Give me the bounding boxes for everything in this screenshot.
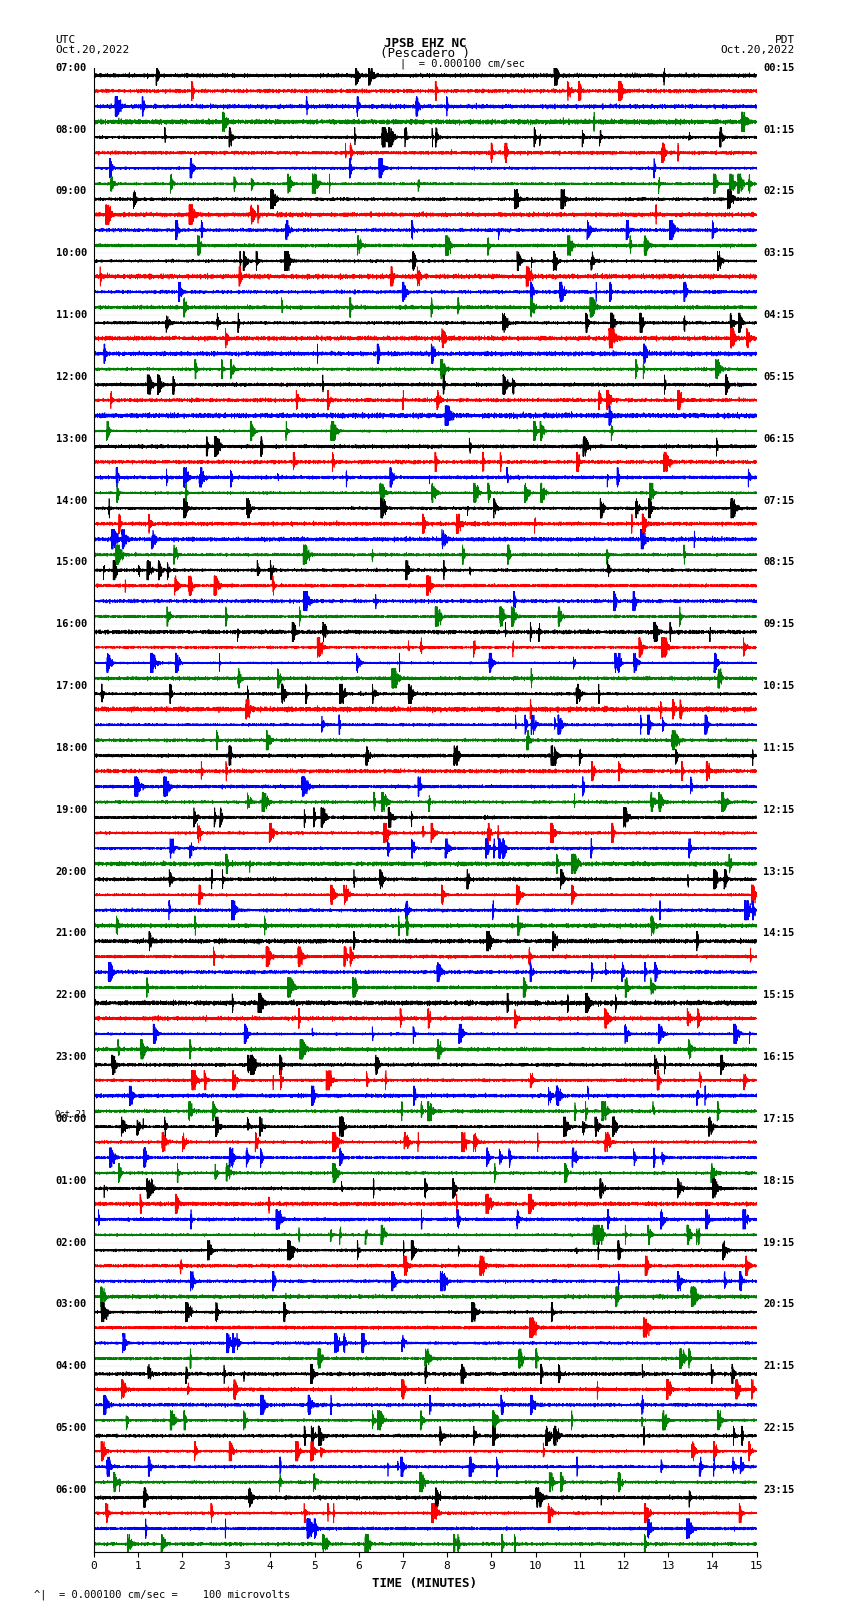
- Text: 10:00: 10:00: [55, 248, 87, 258]
- Text: 18:00: 18:00: [55, 744, 87, 753]
- Text: Oct.21: Oct.21: [54, 1110, 87, 1119]
- Text: 00:15: 00:15: [763, 63, 795, 73]
- Text: 16:15: 16:15: [763, 1052, 795, 1061]
- Text: 13:00: 13:00: [55, 434, 87, 444]
- Text: 03:15: 03:15: [763, 248, 795, 258]
- Text: 09:15: 09:15: [763, 619, 795, 629]
- Text: Oct.20,2022: Oct.20,2022: [55, 45, 129, 55]
- Text: |  = 0.000100 cm/sec: | = 0.000100 cm/sec: [400, 58, 524, 69]
- Text: ^|  = 0.000100 cm/sec =    100 microvolts: ^| = 0.000100 cm/sec = 100 microvolts: [34, 1589, 290, 1600]
- Text: 04:00: 04:00: [55, 1361, 87, 1371]
- Text: 06:00: 06:00: [55, 1486, 87, 1495]
- Text: 17:00: 17:00: [55, 681, 87, 690]
- Text: 06:15: 06:15: [763, 434, 795, 444]
- Text: 14:15: 14:15: [763, 929, 795, 939]
- Text: 16:00: 16:00: [55, 619, 87, 629]
- Text: 10:15: 10:15: [763, 681, 795, 690]
- Text: 07:15: 07:15: [763, 495, 795, 505]
- Text: 19:00: 19:00: [55, 805, 87, 815]
- Text: 23:00: 23:00: [55, 1052, 87, 1061]
- Text: JPSB EHZ NC: JPSB EHZ NC: [383, 37, 467, 50]
- Text: 02:00: 02:00: [55, 1237, 87, 1247]
- Text: 09:00: 09:00: [55, 187, 87, 197]
- Text: 11:00: 11:00: [55, 310, 87, 319]
- Text: 22:00: 22:00: [55, 990, 87, 1000]
- Text: 12:15: 12:15: [763, 805, 795, 815]
- Text: 17:15: 17:15: [763, 1115, 795, 1124]
- Text: 01:15: 01:15: [763, 124, 795, 134]
- Text: 23:15: 23:15: [763, 1486, 795, 1495]
- Text: 02:15: 02:15: [763, 187, 795, 197]
- Text: 04:15: 04:15: [763, 310, 795, 319]
- Text: 14:00: 14:00: [55, 495, 87, 505]
- Text: 18:15: 18:15: [763, 1176, 795, 1186]
- Text: 00:00: 00:00: [55, 1115, 87, 1124]
- Text: PDT: PDT: [774, 35, 795, 45]
- Text: 15:00: 15:00: [55, 558, 87, 568]
- Text: 12:00: 12:00: [55, 373, 87, 382]
- Text: 07:00: 07:00: [55, 63, 87, 73]
- Text: 20:15: 20:15: [763, 1300, 795, 1310]
- Text: 05:15: 05:15: [763, 373, 795, 382]
- Text: 13:15: 13:15: [763, 866, 795, 876]
- Text: 08:15: 08:15: [763, 558, 795, 568]
- Text: (Pescadero ): (Pescadero ): [380, 47, 470, 60]
- Text: UTC: UTC: [55, 35, 76, 45]
- Text: 21:15: 21:15: [763, 1361, 795, 1371]
- Text: 03:00: 03:00: [55, 1300, 87, 1310]
- X-axis label: TIME (MINUTES): TIME (MINUTES): [372, 1578, 478, 1590]
- Text: 22:15: 22:15: [763, 1423, 795, 1432]
- Text: 20:00: 20:00: [55, 866, 87, 876]
- Text: 01:00: 01:00: [55, 1176, 87, 1186]
- Text: 19:15: 19:15: [763, 1237, 795, 1247]
- Text: 15:15: 15:15: [763, 990, 795, 1000]
- Text: Oct.20,2022: Oct.20,2022: [721, 45, 795, 55]
- Text: 08:00: 08:00: [55, 124, 87, 134]
- Text: 21:00: 21:00: [55, 929, 87, 939]
- Text: 11:15: 11:15: [763, 744, 795, 753]
- Text: 05:00: 05:00: [55, 1423, 87, 1432]
